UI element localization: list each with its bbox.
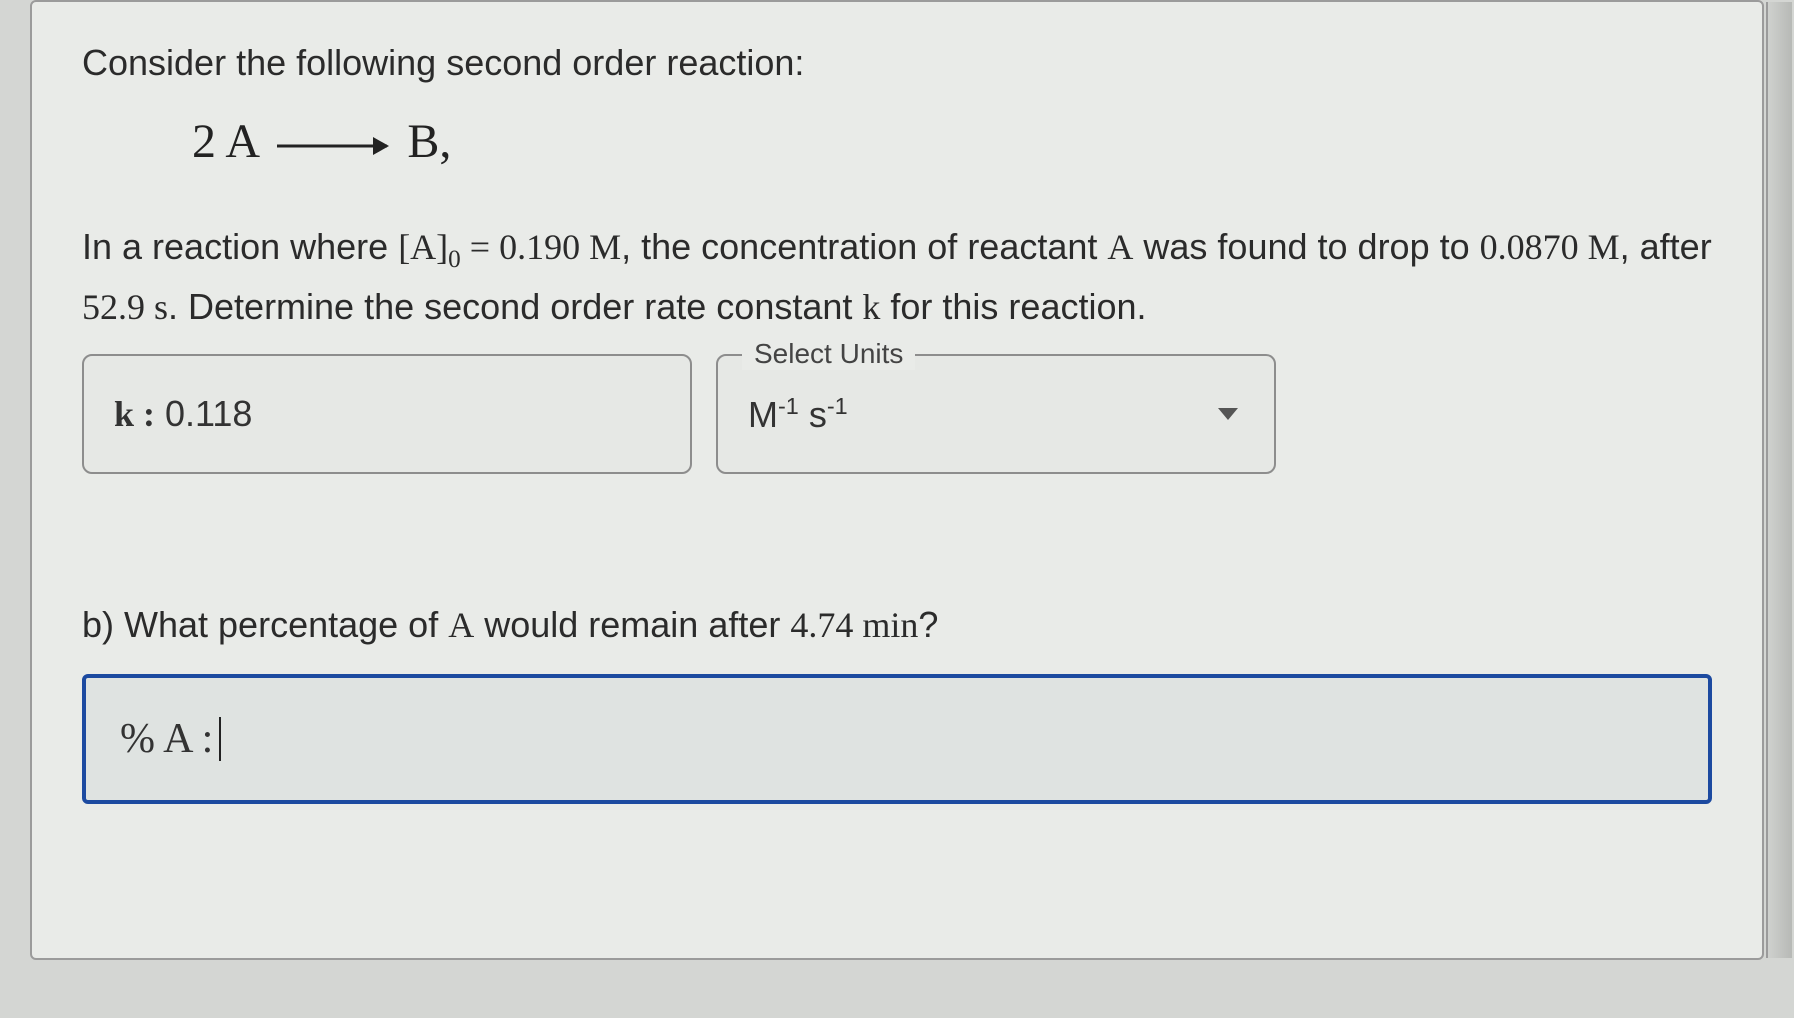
percent-a-label: % A :: [120, 715, 213, 763]
part-a-inputs: k : 0.118 Select Units M-1 s-1: [82, 354, 1712, 474]
equation-lhs: 2 A: [192, 115, 257, 168]
text-fragment: In a reaction where: [82, 226, 398, 267]
page-edge-shadow: [1766, 2, 1792, 958]
at-value: 0.0870 M: [1480, 227, 1620, 267]
b-t-value: 4.74 min: [790, 605, 918, 645]
a0-value: 0.190 M: [499, 227, 621, 267]
k-symbol: k: [862, 287, 880, 327]
text-fragment: , the concentration of reactant: [621, 226, 1107, 267]
chevron-down-icon: [1218, 408, 1238, 420]
question-body: In a reaction where [A]0 = 0.190 M, the …: [82, 219, 1712, 336]
text-cursor-icon: [219, 717, 221, 761]
a0-subscript: 0: [448, 246, 461, 273]
units-select[interactable]: Select Units M-1 s-1: [716, 354, 1276, 474]
eq-sign: =: [461, 227, 499, 267]
reaction-equation: 2 A B,: [192, 114, 1712, 169]
text-fragment: would remain after: [474, 604, 790, 645]
a0-symbol: [A]: [398, 227, 448, 267]
units-legend: Select Units: [742, 338, 915, 370]
text-fragment: was found to drop to: [1133, 226, 1479, 267]
k-label: k :: [114, 393, 155, 435]
text-fragment: ?: [918, 604, 938, 645]
text-fragment: for this reaction.: [880, 286, 1146, 327]
k-input[interactable]: k : 0.118: [82, 354, 692, 474]
percent-a-input[interactable]: % A :: [82, 674, 1712, 804]
text-fragment: b) What percentage of: [82, 604, 448, 645]
part-b-prompt: b) What percentage of A would remain aft…: [82, 604, 1712, 646]
a-symbol: A: [1107, 227, 1133, 267]
equation-rhs: B,: [407, 115, 451, 168]
unit-exp: -1: [827, 393, 848, 419]
units-value: M-1 s-1: [748, 393, 1218, 436]
unit-exp: -1: [778, 393, 799, 419]
a-symbol: A: [448, 605, 474, 645]
k-value: 0.118: [165, 393, 252, 435]
unit-base: s: [799, 394, 827, 435]
text-fragment: , after: [1620, 226, 1712, 267]
text-fragment: . Determine the second order rate consta…: [168, 286, 862, 327]
question-card: Consider the following second order reac…: [30, 0, 1764, 960]
intro-text: Consider the following second order reac…: [82, 42, 1712, 84]
unit-base: M: [748, 394, 778, 435]
t-value: 52.9 s: [82, 287, 168, 327]
